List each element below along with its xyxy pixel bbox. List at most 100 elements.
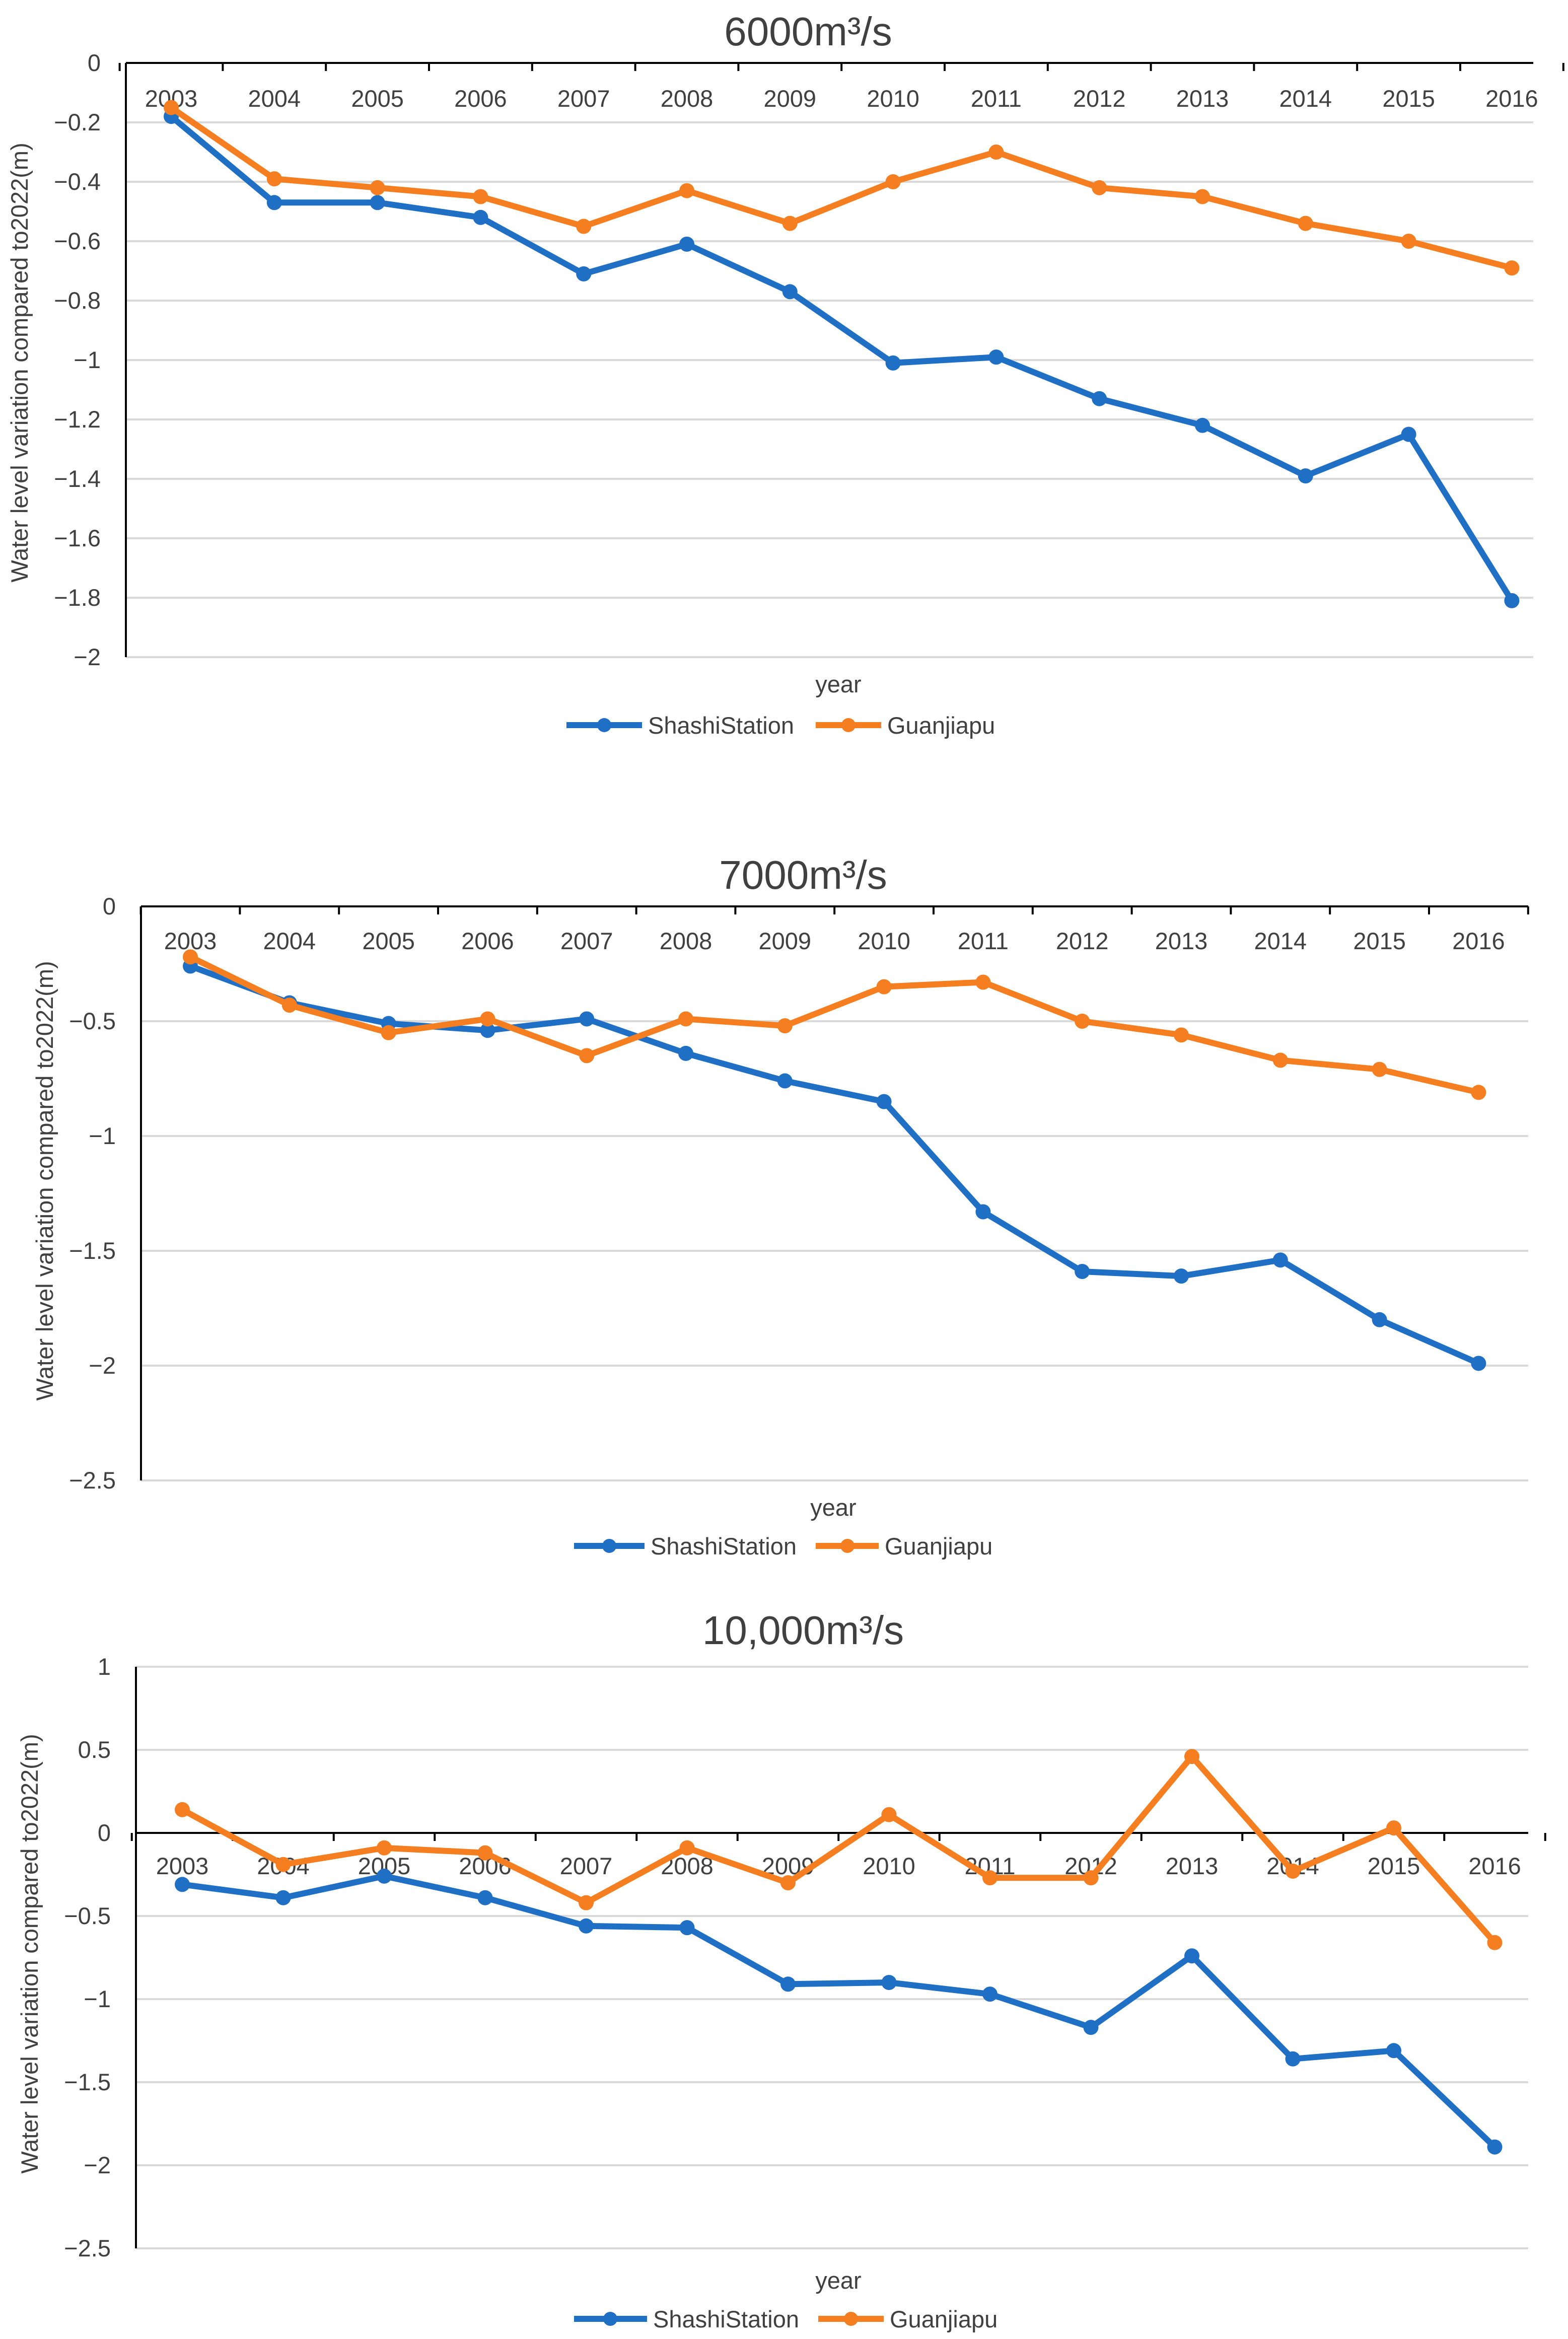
x-tick-label: 2011 (958, 928, 1009, 954)
data-point (988, 145, 1004, 160)
legend-marker-shashi (603, 2312, 617, 2326)
legend-label-shashi: ShashiStation (648, 712, 794, 739)
x-tick-label: 2007 (557, 85, 610, 112)
data-point (782, 216, 798, 231)
legend-label-guanjiapu: Guanjiapu (885, 1533, 992, 1560)
y-tick-label: −2.5 (69, 1467, 116, 1494)
chart-title: 6000m³/s (724, 9, 892, 54)
x-tick-label: 2009 (759, 928, 812, 954)
x-tick-label: 2013 (1176, 85, 1229, 112)
data-point (1471, 1085, 1486, 1100)
legend-marker-guanjiapu (841, 718, 856, 732)
legend: ShashiStation Guanjiapu (566, 712, 995, 739)
data-point (982, 1987, 997, 2002)
data-point (782, 284, 798, 300)
x-tick-label: 2015 (1353, 928, 1406, 954)
legend-marker-guanjiapu (840, 1539, 854, 1553)
data-point (370, 195, 385, 210)
y-tick-label: −2 (89, 1352, 116, 1379)
data-point (1401, 234, 1416, 249)
y-tick-label: −1 (89, 1122, 116, 1149)
y-tick-label: −1.6 (54, 525, 101, 551)
series-line (168, 113, 1515, 604)
y-tick-label: −1.5 (64, 2069, 111, 2095)
series-lines (164, 100, 1520, 608)
data-point (1075, 1264, 1090, 1280)
y-tick-label: 0 (88, 49, 101, 76)
data-point (1174, 1268, 1189, 1284)
data-point (579, 1011, 595, 1027)
data-point (175, 1877, 190, 1892)
axes (139, 905, 1529, 1480)
data-point (1272, 1252, 1288, 1268)
data-point (370, 180, 385, 195)
y-tick-label: 1 (98, 1653, 111, 1680)
chart-panel-7000: 7000m³/s 0−0.5−1−1.5−2−2.5 2003 2004 2005 2… (31, 853, 1529, 1560)
data-point (876, 1094, 892, 1109)
y-tick-label: −2 (74, 644, 101, 670)
data-point (777, 1073, 793, 1089)
legend-label-shashi: ShashiStation (653, 2306, 799, 2332)
data-point (975, 974, 991, 990)
data-point (1272, 1052, 1288, 1068)
x-tick-label: 2012 (1056, 928, 1109, 954)
legend: ShashiStation Guanjiapu (574, 1533, 992, 1560)
x-tick-label: 2010 (858, 928, 910, 954)
data-point (266, 171, 282, 187)
data-point (780, 1875, 796, 1890)
series-line (179, 1873, 1498, 2150)
data-point (477, 1845, 493, 1861)
y-tick-label: 0 (103, 893, 116, 919)
data-point (679, 183, 694, 198)
data-point (1487, 1935, 1503, 1950)
data-point (381, 1025, 396, 1040)
chart-title: 7000m³/s (719, 853, 887, 897)
data-point (1471, 1356, 1486, 1371)
x-tick-label: 2011 (971, 85, 1022, 112)
y-tick-label: −0.8 (54, 287, 101, 314)
y-tick-label: −1.5 (69, 1237, 116, 1264)
data-point (975, 1204, 991, 1220)
data-point (1372, 1312, 1387, 1327)
grid-lines (141, 1020, 1528, 1481)
y-tick-label: −1.2 (54, 406, 101, 433)
legend-marker-shashi (597, 718, 611, 732)
legend-label-guanjiapu: Guanjiapu (887, 712, 995, 739)
data-point (1372, 1061, 1387, 1077)
data-point (988, 349, 1004, 365)
data-point (1504, 260, 1520, 276)
data-point (1174, 1027, 1189, 1043)
data-point (579, 1895, 594, 1910)
data-point (266, 195, 282, 210)
x-tick-label: 2015 (1382, 85, 1435, 112)
y-tick-label: −0.5 (69, 1008, 116, 1034)
data-point (275, 1857, 291, 1872)
data-point (579, 1048, 595, 1064)
data-point (480, 1023, 495, 1038)
data-point (881, 1807, 897, 1822)
data-point (1083, 2020, 1099, 2035)
legend: ShashiStation Guanjiapu (574, 2306, 997, 2332)
y-tick-label: −1.4 (54, 465, 101, 492)
x-tick-label: 2013 (1166, 1853, 1219, 1879)
data-point (1195, 189, 1210, 204)
data-point (175, 1802, 190, 1817)
x-tick-label: 2010 (867, 85, 919, 112)
x-tick-label: 2016 (1485, 85, 1538, 112)
x-axis-label: year (810, 1494, 856, 1521)
data-point (576, 266, 592, 281)
data-point (473, 189, 488, 204)
y-axis-ticks: 1 0.5 0 −0.5 −1 −1.5 −2 −2.5 (64, 1653, 111, 2261)
x-tick-label: 2007 (560, 928, 613, 954)
x-tick-label: 2006 (454, 85, 507, 112)
data-point (1075, 1014, 1090, 1029)
data-point (679, 1920, 695, 1936)
data-point (377, 1840, 392, 1856)
data-point (1092, 180, 1107, 195)
data-point (679, 236, 694, 252)
data-point (1184, 1749, 1199, 1764)
y-tick-label: −1.8 (54, 584, 101, 611)
y-tick-label: −0.2 (54, 109, 101, 135)
